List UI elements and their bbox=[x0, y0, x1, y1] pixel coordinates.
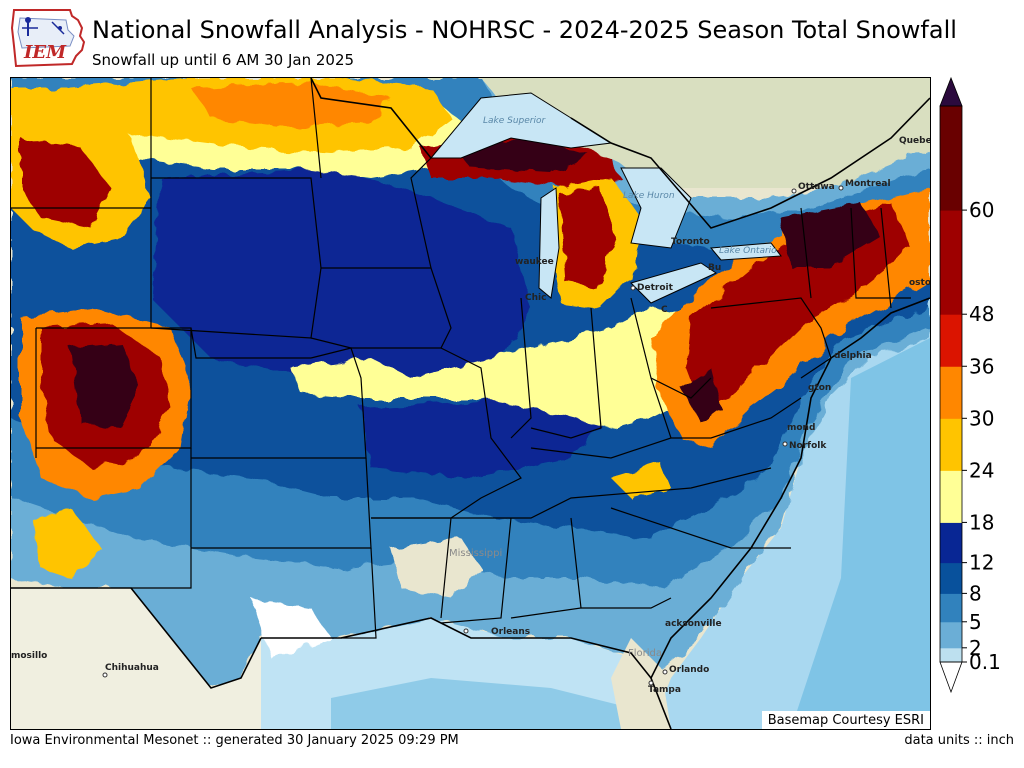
colorbar-over-arrow bbox=[939, 76, 963, 107]
lake-michigan bbox=[538, 187, 560, 299]
lake-ontario bbox=[710, 242, 782, 261]
colorbar-tick-label: 60 bbox=[969, 198, 994, 222]
colorbar-band bbox=[940, 470, 962, 523]
city-label-toronto: Toronto bbox=[671, 237, 710, 247]
city-label-norfolk: Norfolk bbox=[789, 441, 827, 451]
region-label-florida: Florida bbox=[628, 648, 662, 659]
colorbar-tick-label: 2 bbox=[969, 636, 982, 660]
gulf-deep bbox=[331, 678, 631, 729]
city-label-washington: gton bbox=[808, 383, 831, 393]
colorbar-tick-label: 8 bbox=[969, 581, 982, 605]
snowfall-map: Lake Superior Lake Huron Lake Ontario Mi… bbox=[10, 77, 931, 730]
colorbar-tick-label: 30 bbox=[969, 406, 994, 430]
colorbar-band bbox=[940, 418, 962, 471]
water-label-lake-huron: Lake Huron bbox=[623, 191, 675, 201]
colorbar-bands bbox=[939, 76, 963, 694]
colorbar-tick-label: 5 bbox=[969, 610, 982, 634]
colorbar-band bbox=[940, 314, 962, 367]
colorbar-band bbox=[940, 522, 962, 564]
snow-12-core-plains bbox=[151, 168, 531, 398]
snow-tennessee-gold bbox=[611, 463, 671, 498]
atlantic-deep bbox=[791, 338, 930, 729]
city-labels: Ottawa Montreal Quebec Toronto Detroit w… bbox=[11, 136, 930, 695]
florida-land bbox=[611, 638, 671, 729]
colorbar-tick-label: 48 bbox=[969, 302, 994, 326]
mexico-land bbox=[11, 588, 261, 729]
footer-units: data units :: inch bbox=[904, 733, 1014, 748]
colorbar-tick-label: 12 bbox=[969, 551, 994, 575]
snow-rockies-core bbox=[71, 343, 141, 428]
coastlines bbox=[11, 78, 930, 729]
colorbar-band bbox=[940, 593, 962, 623]
no-snow-mississippi bbox=[391, 538, 481, 598]
colorbar-tick-label: 18 bbox=[969, 510, 994, 534]
city-label-tampa: Tampa bbox=[648, 685, 681, 695]
colorbar-tick-label: 24 bbox=[969, 458, 994, 482]
colorbar-tick-label: 0.1 bbox=[969, 650, 1001, 674]
colorbar: 0.125 8 12 18 24 30 36 48 60 bbox=[939, 76, 1001, 694]
snow-rockies-north-heavy bbox=[21, 138, 111, 228]
colorbar-ticks: 0.125 8 12 18 24 30 36 48 60 bbox=[962, 198, 1001, 674]
colorbar-band bbox=[940, 106, 962, 211]
page-subtitle: Snowfall up until 6 AM 30 Jan 2025 bbox=[92, 51, 355, 69]
snow-12-core-midwest bbox=[361, 398, 611, 478]
city-label-ottawa: Ottawa bbox=[798, 182, 835, 192]
snow-lower-michigan-heavy bbox=[559, 188, 616, 288]
snow-12to18-band bbox=[291, 308, 731, 428]
water-label-lake-ontario: Lake Ontario bbox=[719, 246, 777, 256]
logo-text: IEM bbox=[23, 42, 67, 63]
trace-snow-texas bbox=[251, 598, 331, 658]
city-label-chicago: Chic bbox=[525, 293, 546, 303]
city-label-chihuahua: Chihuahua bbox=[105, 663, 159, 673]
city-label-quebec: Quebec bbox=[899, 136, 930, 146]
great-lakes bbox=[429, 92, 782, 304]
snow-northeast-heavy bbox=[686, 203, 911, 408]
city-label-buffalo: Bu bbox=[708, 263, 721, 273]
city-label-boston: ostor bbox=[909, 278, 930, 288]
city-label-hermosillo: mosillo bbox=[11, 651, 47, 661]
city-label-richmond: mond bbox=[787, 423, 815, 433]
snow-southwest-yellow bbox=[31, 508, 101, 578]
colorbar-outline bbox=[939, 105, 963, 663]
iem-logo: IEM bbox=[10, 9, 86, 68]
city-label-milwaukee: waukee bbox=[515, 257, 554, 267]
city-label-philadelphia: delphia bbox=[834, 351, 872, 361]
footer-generated: Iowa Environmental Mesonet :: generated … bbox=[10, 733, 459, 748]
city-label-montreal: Montreal bbox=[845, 179, 891, 189]
snowfall-field bbox=[11, 78, 930, 729]
state-boundaries bbox=[11, 78, 911, 639]
lake-huron bbox=[620, 167, 692, 249]
city-label-new-orleans: Orleans bbox=[491, 627, 530, 637]
lake-erie bbox=[630, 262, 718, 304]
colorbar-band bbox=[940, 210, 962, 315]
region-label-mississippi: Mississippi bbox=[449, 548, 502, 559]
city-label-detroit: Detroit bbox=[637, 283, 674, 293]
snow-24to30-north bbox=[191, 83, 391, 128]
colorbar-band bbox=[940, 562, 962, 594]
colorbar-band bbox=[940, 366, 962, 419]
water-label-lake-superior: Lake Superior bbox=[483, 116, 547, 126]
colorbar-tick-label: 36 bbox=[969, 354, 994, 378]
city-label-jacksonville: acksonville bbox=[665, 619, 722, 629]
colorbar-band bbox=[940, 621, 962, 649]
city-label-cleveland: C bbox=[661, 305, 668, 315]
colorbar-under-arrow bbox=[939, 661, 963, 694]
snow-appalachian-core bbox=[681, 368, 721, 423]
city-label-orlando: Orlando bbox=[669, 665, 709, 675]
map-canvas: Lake Superior Lake Huron Lake Ontario Mi… bbox=[11, 78, 930, 729]
colorbar-band bbox=[940, 647, 962, 663]
page-title: National Snowfall Analysis - NOHRSC - 20… bbox=[92, 16, 957, 44]
basemap-credit: Basemap Courtesy ESRI bbox=[761, 711, 930, 729]
